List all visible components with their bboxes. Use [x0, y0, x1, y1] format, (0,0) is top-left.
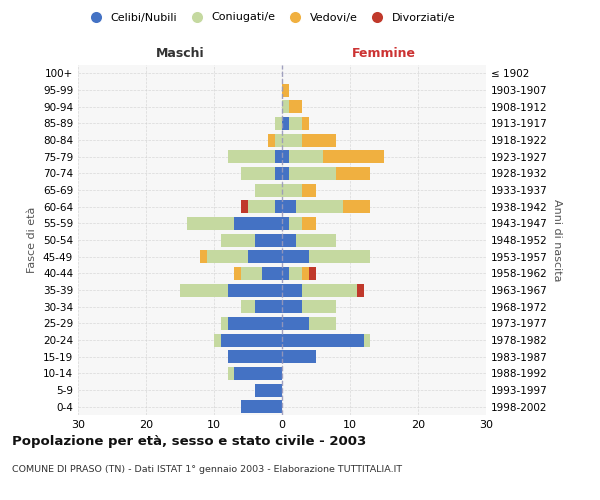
Bar [282, 217, 289, 230]
Bar [289, 267, 302, 280]
Bar [235, 217, 282, 230]
Bar [343, 200, 370, 213]
Bar [227, 150, 275, 163]
Text: Femmine: Femmine [352, 47, 416, 60]
Bar [235, 367, 282, 380]
Bar [282, 134, 302, 146]
Bar [255, 384, 282, 396]
Bar [302, 217, 316, 230]
Bar [241, 300, 255, 313]
Bar [309, 250, 370, 263]
Bar [227, 317, 282, 330]
Bar [241, 167, 275, 180]
Bar [221, 334, 282, 346]
Bar [282, 267, 289, 280]
Bar [282, 350, 316, 363]
Bar [187, 217, 235, 230]
Bar [357, 284, 364, 296]
Bar [241, 400, 282, 413]
Bar [227, 367, 235, 380]
Bar [275, 134, 282, 146]
Bar [255, 234, 282, 246]
Bar [282, 250, 309, 263]
Bar [241, 200, 248, 213]
Bar [221, 317, 227, 330]
Bar [282, 184, 302, 196]
Bar [282, 167, 289, 180]
Y-axis label: Fasce di età: Fasce di età [28, 207, 37, 273]
Bar [262, 267, 282, 280]
Bar [275, 200, 282, 213]
Bar [302, 300, 337, 313]
Bar [296, 200, 343, 213]
Bar [214, 334, 221, 346]
Bar [302, 184, 316, 196]
Bar [248, 250, 282, 263]
Y-axis label: Anni di nascita: Anni di nascita [551, 198, 562, 281]
Bar [227, 284, 282, 296]
Bar [227, 350, 282, 363]
Bar [289, 217, 302, 230]
Bar [289, 150, 323, 163]
Bar [255, 184, 282, 196]
Bar [282, 117, 289, 130]
Bar [282, 300, 302, 313]
Bar [180, 284, 227, 296]
Bar [302, 267, 309, 280]
Bar [289, 100, 302, 113]
Bar [302, 134, 337, 146]
Bar [302, 284, 357, 296]
Bar [296, 234, 337, 246]
Bar [255, 300, 282, 313]
Bar [282, 100, 289, 113]
Bar [337, 167, 370, 180]
Bar [200, 250, 207, 263]
Bar [241, 267, 262, 280]
Bar [364, 334, 370, 346]
Bar [282, 150, 289, 163]
Bar [275, 167, 282, 180]
Bar [282, 334, 364, 346]
Bar [282, 284, 302, 296]
Bar [289, 167, 337, 180]
Bar [289, 117, 302, 130]
Bar [282, 84, 289, 96]
Bar [309, 267, 316, 280]
Text: COMUNE DI PRASO (TN) - Dati ISTAT 1° gennaio 2003 - Elaborazione TUTTITALIA.IT: COMUNE DI PRASO (TN) - Dati ISTAT 1° gen… [12, 465, 402, 474]
Bar [309, 317, 337, 330]
Bar [282, 317, 309, 330]
Legend: Celibi/Nubili, Coniugati/e, Vedovi/e, Divorziati/e: Celibi/Nubili, Coniugati/e, Vedovi/e, Di… [80, 8, 460, 27]
Bar [207, 250, 248, 263]
Bar [235, 267, 241, 280]
Bar [221, 234, 255, 246]
Bar [302, 117, 309, 130]
Text: Popolazione per età, sesso e stato civile - 2003: Popolazione per età, sesso e stato civil… [12, 435, 366, 448]
Bar [323, 150, 384, 163]
Bar [282, 200, 296, 213]
Bar [282, 234, 296, 246]
Bar [248, 200, 275, 213]
Bar [275, 150, 282, 163]
Bar [268, 134, 275, 146]
Bar [275, 117, 282, 130]
Text: Maschi: Maschi [155, 47, 205, 60]
